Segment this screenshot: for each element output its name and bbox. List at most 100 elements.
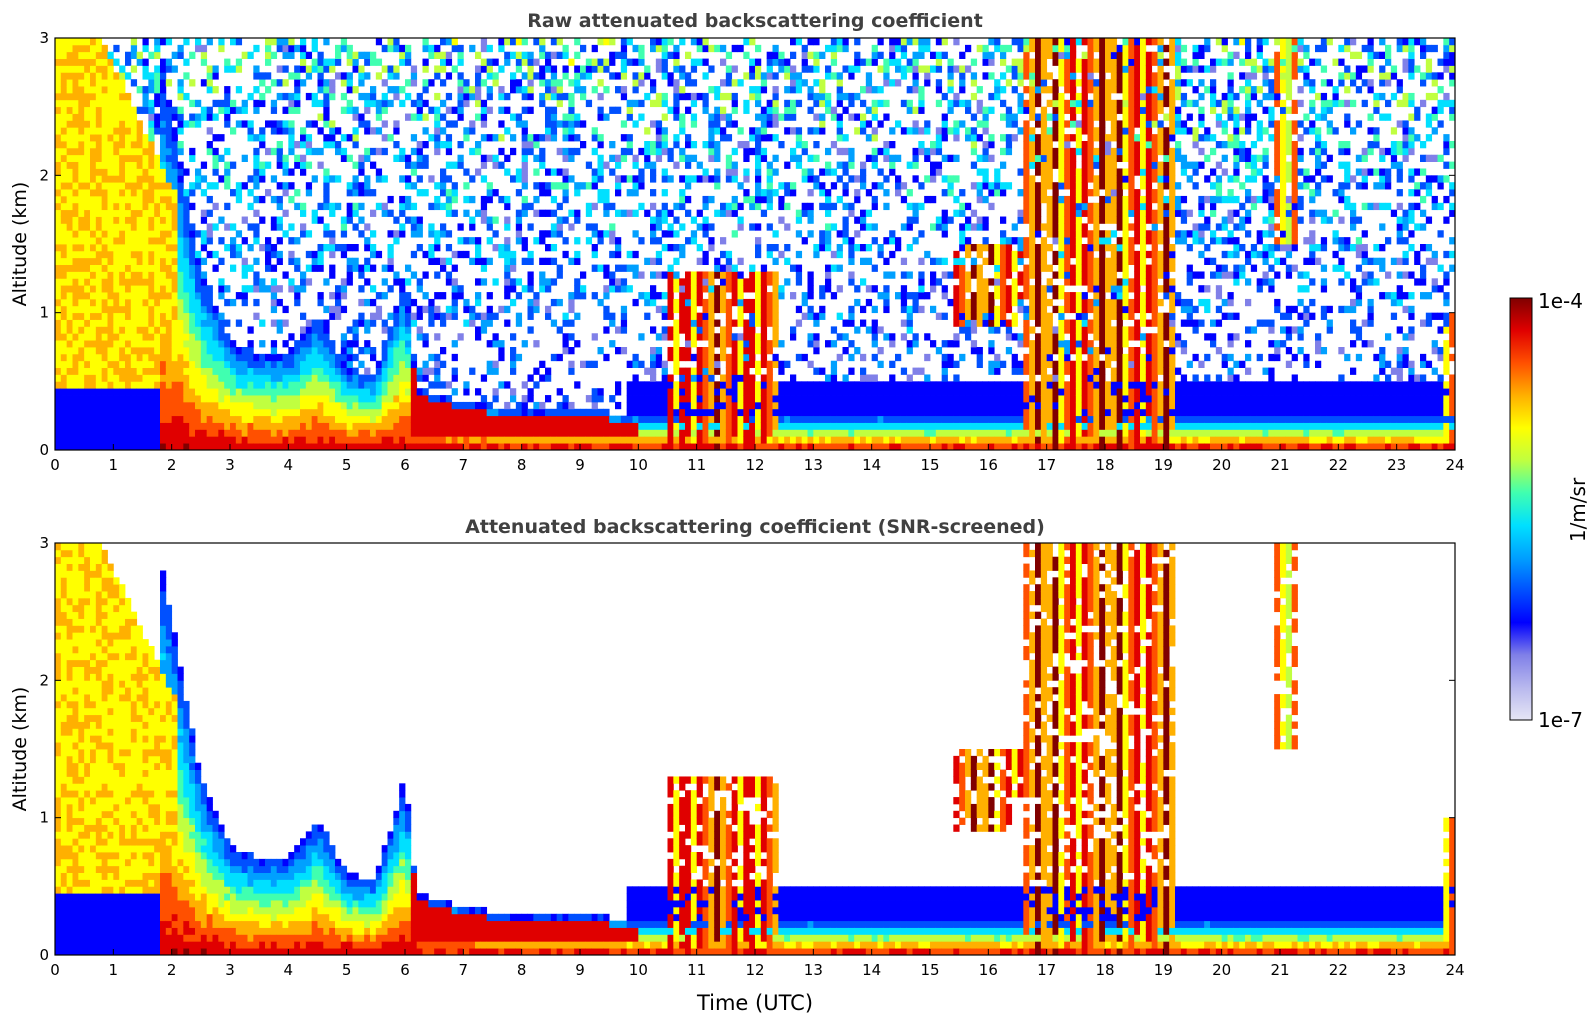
heatmap-cell — [130, 367, 138, 375]
heatmap-cell — [632, 250, 639, 259]
heatmap-cell — [585, 202, 593, 211]
heatmap-cell — [720, 106, 727, 114]
heatmap-cell — [807, 381, 814, 389]
heatmap-cell — [66, 436, 73, 444]
heatmap-cell — [55, 408, 62, 417]
heatmap-cell — [305, 72, 313, 80]
heatmap-cell — [107, 340, 114, 348]
heatmap-cell — [813, 367, 820, 375]
heatmap-cell — [556, 230, 563, 238]
heatmap-cell — [119, 99, 126, 108]
heatmap-cell — [84, 422, 91, 430]
heatmap-cell — [154, 223, 161, 231]
heatmap-cell — [125, 237, 132, 245]
heatmap-cell — [125, 195, 132, 204]
heatmap-cell — [317, 250, 324, 259]
heatmap-cell — [95, 319, 103, 327]
heatmap-cell — [766, 134, 773, 142]
heatmap-cell — [801, 65, 808, 73]
heatmap-cell — [95, 367, 103, 375]
heatmap-cell — [358, 92, 365, 101]
heatmap-cell — [708, 415, 715, 423]
heatmap-cell — [696, 285, 703, 293]
heatmap-cell — [533, 408, 540, 417]
heatmap-cell — [381, 360, 388, 368]
heatmap-cell — [580, 443, 587, 450]
heatmap-cell — [720, 353, 727, 362]
heatmap-cell — [370, 401, 377, 410]
heatmap-cell — [329, 305, 336, 314]
heatmap-cell — [510, 38, 517, 46]
heatmap-cell — [393, 326, 400, 334]
heatmap-cell — [90, 147, 97, 156]
heatmap-cell — [498, 147, 505, 156]
heatmap-cell — [778, 65, 785, 73]
heatmap-cell — [125, 319, 132, 327]
heatmap-cell — [708, 319, 715, 327]
heatmap-cell — [165, 209, 173, 217]
heatmap-cell — [755, 182, 762, 190]
heatmap-cell — [830, 168, 838, 176]
heatmap-cell — [428, 408, 435, 417]
heatmap-cell — [113, 154, 120, 162]
heatmap-cell — [743, 340, 750, 348]
heatmap-cell — [702, 58, 709, 66]
heatmap-cell — [265, 415, 272, 423]
heatmap-cell — [305, 436, 313, 444]
heatmap-cell — [778, 436, 785, 444]
heatmap-cell — [72, 312, 79, 320]
heatmap-cell — [101, 271, 108, 279]
heatmap-cell — [731, 106, 738, 114]
heatmap-cell — [160, 250, 167, 259]
heatmap-cell — [165, 305, 173, 314]
heatmap-cell — [171, 347, 178, 355]
heatmap-cell — [195, 278, 202, 286]
heatmap-cell — [445, 443, 453, 450]
heatmap-cell — [125, 230, 132, 238]
heatmap-cell — [78, 175, 85, 183]
heatmap-cell — [685, 161, 692, 169]
heatmap-cell — [300, 168, 307, 176]
heatmap-cell — [655, 92, 663, 101]
heatmap-cell — [253, 381, 260, 389]
heatmap-cell — [504, 223, 511, 231]
heatmap-cell — [375, 72, 383, 80]
heatmap-cell — [154, 305, 161, 314]
heatmap-cell — [527, 202, 534, 211]
heatmap-cell — [766, 106, 773, 114]
heatmap-cell — [387, 367, 394, 375]
heatmap-cell — [749, 374, 756, 382]
heatmap-cell — [399, 422, 406, 430]
heatmap-cell — [556, 86, 563, 94]
heatmap-cell — [486, 44, 493, 53]
heatmap-cell — [702, 195, 709, 204]
heatmap-cell — [276, 147, 283, 156]
heatmap-cell — [101, 79, 108, 87]
heatmap-cell — [60, 202, 68, 211]
heatmap-cell — [346, 257, 353, 265]
heatmap-cell — [749, 388, 756, 396]
heatmap-cell — [475, 436, 482, 444]
heatmap-cell — [661, 44, 668, 53]
heatmap-cell — [130, 381, 138, 389]
heatmap-cell — [346, 367, 353, 375]
heatmap-cell — [527, 58, 534, 66]
heatmap-cell — [673, 401, 680, 410]
heatmap-cell — [165, 271, 173, 279]
heatmap-cell — [743, 367, 750, 375]
heatmap-cell — [755, 147, 762, 156]
heatmap-cell — [95, 147, 103, 156]
heatmap-cell — [171, 175, 178, 183]
heatmap-cell — [539, 44, 546, 53]
heatmap-cell — [55, 326, 62, 334]
heatmap-cell — [445, 202, 453, 211]
heatmap-cell — [253, 134, 260, 142]
heatmap-cell — [644, 388, 651, 396]
heatmap-cell — [311, 443, 318, 450]
heatmap-cell — [685, 422, 692, 430]
heatmap-cell — [136, 120, 143, 128]
heatmap-cell — [399, 312, 406, 320]
heatmap-cell — [451, 285, 458, 293]
heatmap-cell — [842, 161, 849, 169]
heatmap-cell — [440, 360, 447, 368]
